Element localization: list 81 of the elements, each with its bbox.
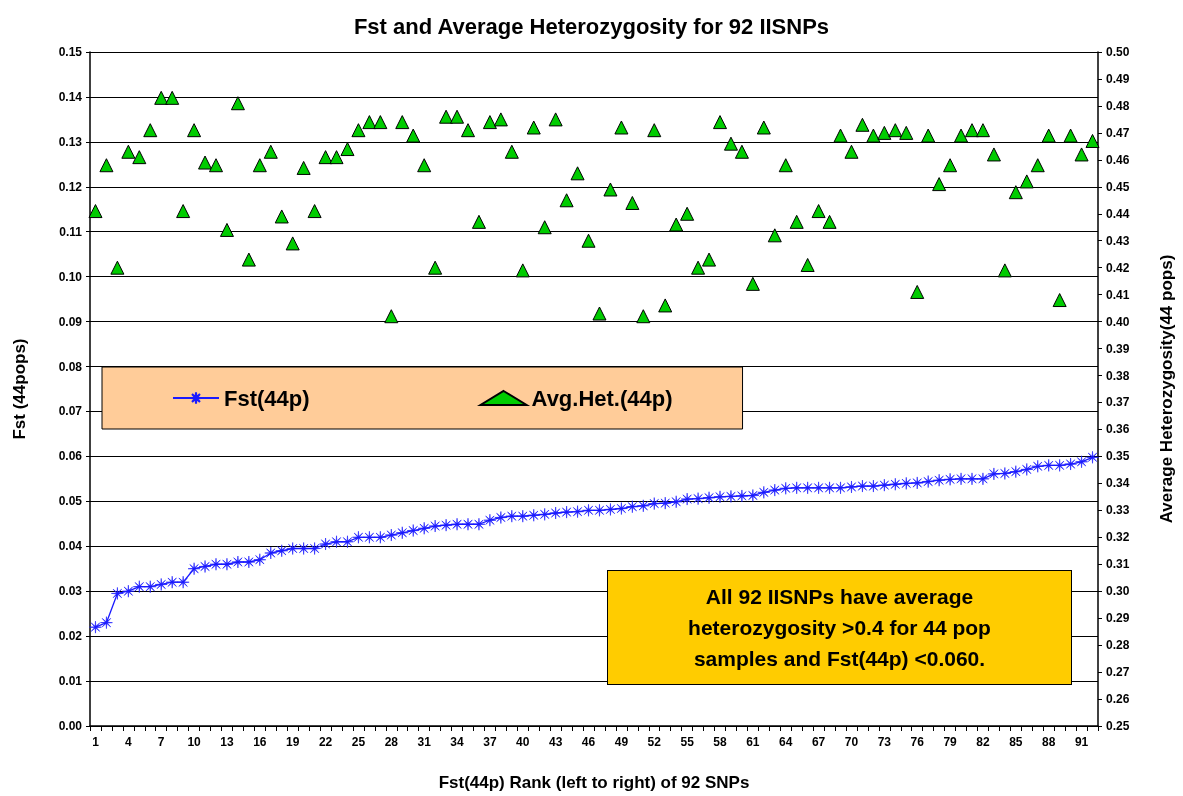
y2-tick-label: 0.34 — [1106, 476, 1130, 491]
x-tick-label: 13 — [220, 735, 234, 749]
y2-tick-label: 0.42 — [1106, 260, 1130, 275]
y2-tick-label: 0.28 — [1106, 638, 1130, 653]
y2-tick-label: 0.30 — [1106, 584, 1130, 599]
y2-tick-label: 0.45 — [1106, 179, 1130, 194]
y-tick-label: 0.08 — [58, 359, 83, 374]
y-axis-title: Fst (44pops) — [10, 338, 29, 440]
y2-tick-label: 0.35 — [1106, 449, 1130, 464]
y2-axis-title: Average Heterozygosity(44 pops) — [1157, 254, 1176, 524]
y-tick-label: 0.12 — [58, 179, 83, 194]
x-tick-label: 61 — [746, 735, 760, 749]
y-tick-label: 0.10 — [58, 269, 83, 284]
y2-tick-label: 0.48 — [1106, 98, 1130, 113]
y2-tick-label: 0.26 — [1106, 692, 1130, 707]
x-tick-label: 64 — [779, 735, 793, 749]
y-tick-label: 0.00 — [58, 719, 83, 733]
y2-tick-label: 0.43 — [1106, 233, 1130, 248]
y-tick-label: 0.15 — [58, 45, 83, 59]
x-tick-label: 28 — [384, 735, 399, 749]
y2-tick-label: 0.47 — [1106, 125, 1130, 140]
x-tick-label: 7 — [157, 735, 165, 749]
y2-tick-label: 0.49 — [1106, 71, 1130, 86]
x-tick-label: 76 — [910, 735, 925, 749]
y2-tick-label: 0.36 — [1106, 422, 1130, 437]
x-tick-label: 16 — [253, 735, 267, 749]
y2-tick-label: 0.50 — [1106, 45, 1130, 59]
x-tick-label: 43 — [548, 735, 563, 749]
y2-tick-label: 0.38 — [1106, 368, 1130, 383]
note-box: All 92 IISNPs have average heterozygosity >0.4 for 44 pop samples and Fst(44p) <0.060. — [607, 570, 1072, 685]
x-tick-label: 31 — [417, 735, 432, 749]
x-tick-label: 40 — [516, 735, 530, 749]
y-tick-label: 0.09 — [58, 314, 83, 329]
y2-tick-label: 0.37 — [1106, 395, 1130, 410]
y-tick-label: 0.02 — [58, 629, 83, 644]
x-tick-label: 49 — [614, 735, 629, 749]
chart-title: Fst and Average Heterozygosity for 92 IISNPs — [353, 13, 830, 39]
x-axis-title: Fst(44p) Rank (left to right) of 92 SNPs — [438, 773, 750, 792]
x-tick-label: 46 — [581, 735, 596, 749]
y-tick-label: 0.06 — [58, 449, 83, 464]
x-tick-label: 52 — [647, 735, 662, 749]
y2-tick-label: 0.29 — [1106, 611, 1130, 626]
legend-label: Avg.Het.(44p) — [531, 385, 673, 411]
y-tick-label: 0.13 — [58, 134, 83, 149]
x-tick-label: 10 — [187, 735, 202, 749]
x-tick-label: 25 — [351, 735, 366, 749]
x-tick-label: 1 — [92, 735, 100, 749]
x-tick-label: 73 — [877, 735, 892, 749]
annotation: All 92 IISNPs have average heterozygosity >0.4 for 44 pop samples and Fst(44p) <0.060. — [688, 585, 991, 670]
y-tick-label: 0.05 — [58, 494, 83, 509]
x-tick-label: 85 — [1009, 735, 1023, 749]
x-tick-label: 79 — [943, 735, 958, 749]
x-tick-label: 58 — [713, 735, 727, 749]
y2-tick-label: 0.40 — [1106, 314, 1130, 329]
x-tick-label: 4 — [125, 735, 132, 749]
x-tick-label: 88 — [1042, 735, 1056, 749]
x-tick-label: 37 — [483, 735, 497, 749]
y2-tick-label: 0.39 — [1106, 341, 1130, 356]
y2-tick-label: 0.41 — [1106, 287, 1130, 302]
y-tick-label: 0.11 — [59, 224, 83, 239]
legend-label: Fst(44p) — [224, 385, 310, 411]
y2-tick-label: 0.46 — [1106, 152, 1130, 167]
x-tick-label: 22 — [318, 735, 333, 749]
y-tick-label: 0.04 — [58, 539, 83, 554]
y-tick-label: 0.03 — [58, 584, 83, 599]
x-tick-label: 67 — [811, 735, 826, 749]
y2-tick-label: 0.32 — [1106, 530, 1130, 545]
x-tick-label: 82 — [976, 735, 990, 749]
x-tick-label: 34 — [450, 735, 465, 749]
y-tick-label: 0.14 — [58, 89, 83, 104]
y-tick-label: 0.01 — [58, 674, 83, 689]
y2-tick-label: 0.25 — [1106, 719, 1130, 733]
x-tick-label: 19 — [286, 735, 300, 749]
y2-tick-label: 0.31 — [1106, 557, 1130, 572]
x-tick-label: 91 — [1074, 735, 1089, 749]
x-tick-label: 70 — [844, 735, 859, 749]
x-tick-label: 55 — [680, 735, 695, 749]
y2-tick-label: 0.27 — [1106, 665, 1130, 680]
y2-tick-label: 0.44 — [1106, 206, 1130, 221]
y-tick-label: 0.07 — [58, 404, 83, 419]
y2-tick-label: 0.33 — [1106, 503, 1130, 518]
